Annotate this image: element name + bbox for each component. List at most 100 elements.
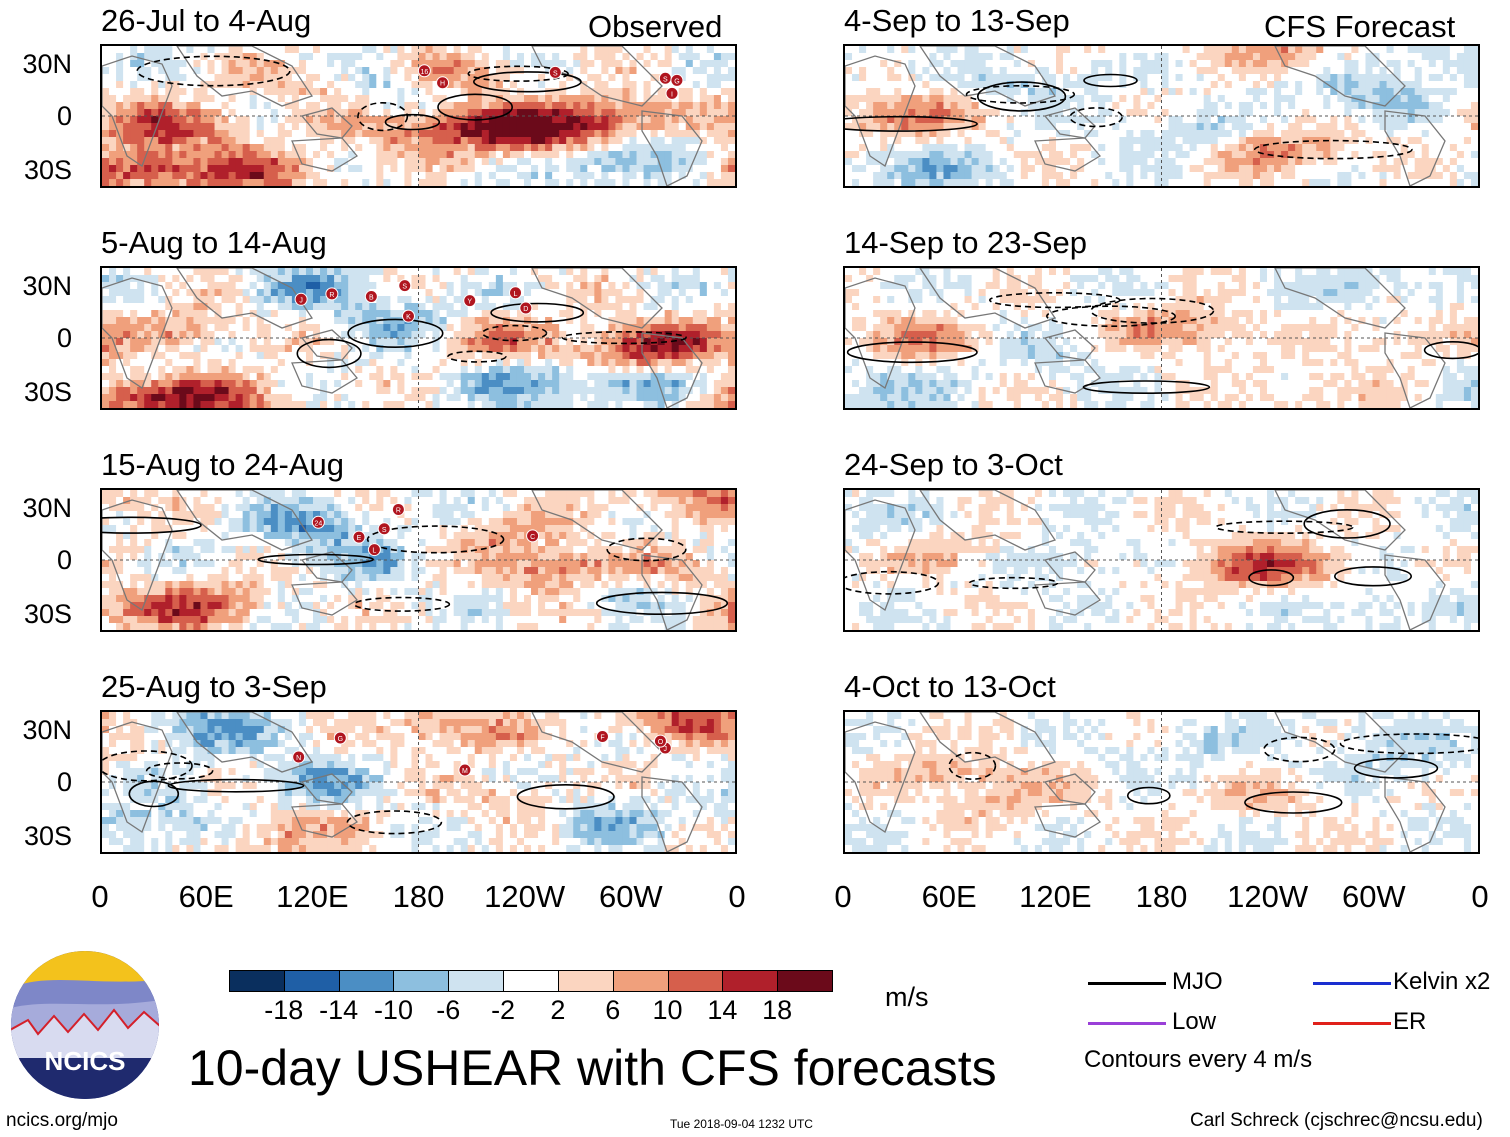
field-cell	[263, 296, 272, 304]
field-cell	[263, 338, 272, 346]
field-cell	[566, 352, 574, 360]
field-cell	[193, 144, 202, 152]
field-cell	[502, 289, 511, 297]
field-cell	[538, 144, 546, 152]
field-cell	[460, 518, 469, 526]
field-cell	[390, 518, 398, 526]
field-cell	[390, 268, 398, 276]
field-cell	[699, 303, 708, 311]
field-cell	[369, 123, 377, 131]
field-cell	[446, 525, 455, 533]
field-cell	[172, 53, 180, 61]
field-cell	[629, 95, 638, 103]
field-cell	[657, 88, 666, 96]
field-cell	[432, 518, 441, 526]
field-cell	[636, 518, 645, 526]
field-cell	[123, 490, 131, 498]
field-cell	[256, 102, 265, 110]
field-cell	[685, 172, 694, 180]
field-cell	[432, 310, 441, 318]
field-cell	[615, 165, 624, 173]
field-cell	[601, 345, 609, 353]
field-cell	[116, 345, 124, 353]
storm-marker: K	[401, 309, 415, 323]
field-cell	[193, 539, 202, 547]
field-cell	[566, 53, 574, 61]
field-cell	[460, 310, 469, 318]
panel-title-obs-2: 5-Aug to 14-Aug	[101, 225, 327, 260]
field-cell	[355, 401, 363, 408]
field-cell	[425, 497, 434, 505]
field-cell	[594, 387, 602, 395]
field-cell	[664, 394, 673, 402]
field-cell	[502, 67, 511, 75]
field-cell	[298, 144, 307, 152]
field-cell	[502, 172, 511, 180]
field-cell	[109, 588, 117, 596]
field-cell	[509, 303, 518, 311]
field-cell	[411, 81, 420, 89]
field-cell	[369, 539, 377, 547]
field-cell	[165, 366, 173, 374]
field-cell	[334, 574, 342, 582]
field-cell	[608, 373, 617, 381]
field-cell	[277, 532, 286, 540]
field-cell	[109, 296, 117, 304]
field-cell	[404, 116, 413, 124]
field-cell	[179, 60, 187, 68]
field-cell	[531, 345, 539, 353]
field-cell	[516, 179, 525, 186]
field-cell	[355, 123, 363, 131]
field-cell	[706, 401, 715, 408]
field-cell	[390, 144, 398, 152]
field-cell	[397, 109, 406, 117]
field-cell	[151, 67, 159, 75]
field-cell	[418, 172, 427, 180]
field-cell	[151, 546, 159, 554]
field-cell	[524, 324, 532, 332]
field-cell	[144, 137, 152, 145]
field-cell	[608, 123, 617, 131]
field-cell	[538, 546, 546, 554]
field-cell	[636, 165, 645, 173]
field-cell	[559, 497, 567, 505]
field-cell	[411, 394, 420, 402]
field-cell	[650, 338, 659, 346]
field-cell	[123, 102, 131, 110]
field-cell	[327, 310, 335, 318]
mjo-contour	[481, 324, 548, 342]
field-cell	[524, 380, 532, 388]
field-cell	[334, 588, 342, 596]
field-cell	[397, 581, 406, 589]
field-cell	[615, 123, 624, 131]
field-cell	[291, 268, 300, 276]
field-cell	[418, 490, 427, 498]
field-cell	[186, 324, 195, 332]
field-cell	[404, 387, 413, 395]
field-cell	[207, 553, 216, 561]
field-cell	[664, 158, 673, 166]
field-cell	[102, 282, 110, 290]
field-cell	[664, 109, 673, 117]
field-cell	[650, 275, 659, 283]
field-cell	[284, 331, 293, 339]
field-cell	[193, 560, 202, 568]
field-cell	[657, 366, 666, 374]
field-cell	[221, 158, 230, 166]
field-cell	[587, 46, 595, 54]
field-cell	[685, 151, 694, 159]
field-cell	[116, 67, 124, 75]
field-cell	[277, 338, 286, 346]
field-cell	[699, 268, 708, 276]
field-cell	[713, 331, 722, 339]
field-cell	[334, 511, 342, 519]
field-cell	[137, 387, 145, 395]
field-cell	[425, 179, 434, 186]
field-cell	[376, 387, 384, 395]
field-cell	[608, 490, 617, 498]
field-cell	[116, 525, 124, 533]
field-cell	[256, 532, 265, 540]
field-cell	[481, 88, 490, 96]
field-cell	[320, 352, 328, 360]
field-cell	[439, 345, 448, 353]
